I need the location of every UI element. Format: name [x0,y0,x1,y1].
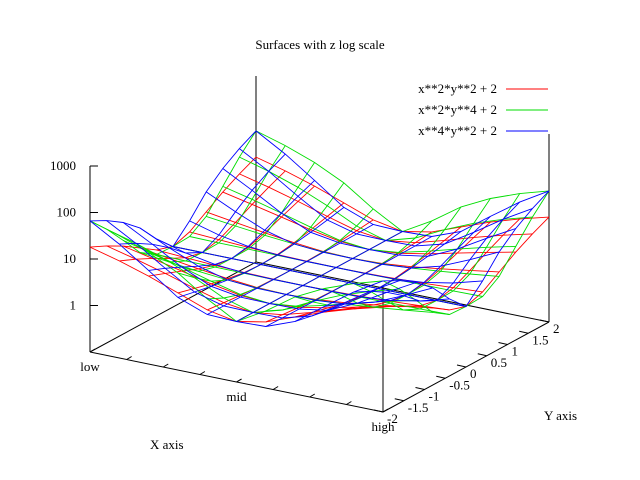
mesh-line-y [353,193,521,311]
mesh-line-y [265,236,433,327]
y-tick-mark [519,330,529,334]
legend-label: x**2*y**2 + 2 [418,81,497,96]
z-tick-label: 100 [57,205,77,220]
y-tick-mark [456,364,467,368]
x-minor-tick [346,401,352,405]
y-axis-label: Y axis [544,408,577,423]
mesh-line-x [222,168,516,257]
mesh-line-y [207,208,374,300]
mesh-line-x [189,220,483,284]
x-minor-tick [236,378,242,383]
x-minor-tick [272,386,279,390]
y-tick-label: 1 [512,344,519,359]
mesh-line-y [89,130,257,255]
x-minor-tick [309,393,316,398]
legend-label: x**2*y**4 + 2 [418,102,497,117]
surface-3 [89,130,550,327]
x-tick-label: low [80,359,100,374]
y-tick-mark [373,409,384,413]
x-minor-tick [126,356,132,360]
y-tick-mark [498,342,508,345]
z-tick-label: 10 [63,251,76,266]
legend-label: x**4*y**2 + 2 [418,123,497,138]
x-tick-mark [89,348,96,353]
chart-title: Surfaces with z log scale [255,37,384,52]
y-tick-label: -1.5 [408,400,429,415]
back-base-right [255,261,550,323]
x-axis-label: X axis [150,437,184,452]
mesh-line-y [382,190,550,308]
back-base-left [89,261,257,353]
mesh-line-x [255,130,550,237]
x-tick-mark [382,408,389,413]
x-minor-tick [162,363,169,368]
x-ticks: low mid high [80,348,395,434]
x-tick-label: high [371,419,395,434]
y-tick-label: 1.5 [532,332,548,347]
z-ticks: 1 10 100 1000 [50,158,98,313]
y-tick-mark [539,319,550,323]
surface-1 [89,156,550,323]
y-tick-label: -2 [387,411,398,426]
mesh-line-x [222,185,516,253]
mesh-line-x [205,191,500,269]
z-tick-label: 1000 [50,158,76,173]
mesh-line-y [294,231,462,322]
y-tick-mark [415,387,425,390]
mesh-line-x [239,148,533,247]
mesh-line-y [89,130,257,248]
y-tick-mark [394,398,404,402]
mesh-line-y [324,216,491,307]
mesh-line-x [172,246,467,307]
y-tick-mark [477,353,487,357]
z-tick-label: 1 [70,298,77,313]
mesh-line-y [119,145,286,263]
mesh-line-y [353,201,521,302]
y-tick-mark [436,375,446,379]
y-tick-label: 0 [470,366,477,381]
y-ticks: -2 -1.5-1 -0.50 0.5 1 1.5 2 [373,319,560,426]
y-tick-label: -1 [429,389,440,404]
x-minor-tick [199,371,206,375]
x-tick-label: mid [226,389,247,404]
legend: x**2*y**2 + 2 x**2*y**4 + 2 x**4*y**2 + 2 [418,81,548,138]
surfaces [89,130,550,327]
y-tick-label: -0.5 [449,377,470,392]
axes [89,76,550,413]
y-tick-label: 0.5 [491,355,507,370]
y-tick-label: 2 [553,321,560,336]
mesh-line-x [206,215,500,277]
